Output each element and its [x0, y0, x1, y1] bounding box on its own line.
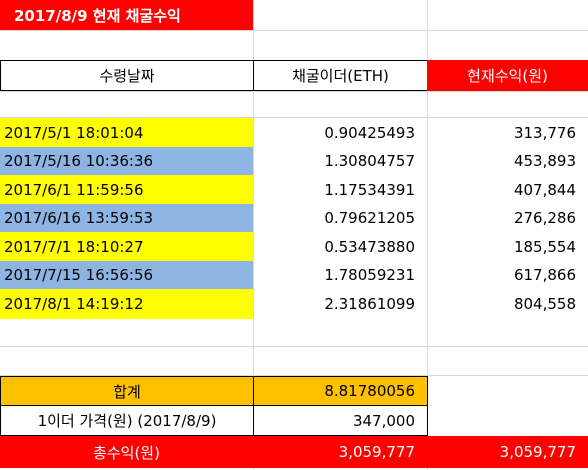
header-eth[interactable]: 채굴이더(ETH) — [253, 60, 428, 91]
row-date[interactable]: 2017/6/1 11:59:56 — [0, 175, 253, 204]
row-date[interactable]: 2017/6/16 13:59:53 — [0, 204, 253, 232]
row-krw[interactable]: 453,893 — [513, 152, 576, 170]
row-date[interactable]: 2017/5/16 10:36:36 — [0, 147, 253, 175]
row-krw[interactable]: 276,286 — [513, 209, 576, 227]
sheet-title[interactable]: 2017/8/9 현재 채굴수익 — [0, 0, 253, 30]
header-krw[interactable]: 현재수익(원) — [427, 60, 588, 91]
price-value[interactable]: 347,000 — [253, 405, 428, 436]
total-value[interactable]: 3,059,777 — [253, 436, 427, 468]
row-eth[interactable]: 1.78059231 — [324, 266, 415, 284]
row-eth[interactable]: 1.30804757 — [324, 152, 415, 170]
row-eth[interactable]: 0.79621205 — [324, 209, 415, 227]
grid-line — [0, 117, 588, 118]
grid-line — [0, 375, 588, 376]
grid-line — [0, 30, 588, 31]
row-eth[interactable]: 1.17534391 — [324, 180, 415, 199]
row-krw[interactable]: 407,844 — [513, 180, 576, 199]
grid-line — [253, 0, 254, 470]
row-eth[interactable]: 0.53473880 — [324, 237, 415, 256]
sum-label[interactable]: 합계 — [0, 376, 254, 406]
row-krw[interactable]: 185,554 — [513, 237, 576, 256]
total-value-krw[interactable]: 3,059,777 — [427, 436, 588, 468]
row-date[interactable]: 2017/8/1 14:19:12 — [0, 289, 253, 319]
sum-value[interactable]: 8.81780056 — [253, 376, 428, 406]
row-eth[interactable]: 2.31861099 — [324, 295, 415, 313]
row-date[interactable]: 2017/5/1 18:01:04 — [0, 118, 253, 147]
row-krw[interactable]: 804,558 — [513, 295, 576, 313]
row-date[interactable]: 2017/7/15 16:56:56 — [0, 261, 253, 289]
row-eth[interactable]: 0.90425493 — [324, 123, 415, 142]
price-label[interactable]: 1이더 가격(원) (2017/8/9) — [0, 405, 254, 436]
row-krw[interactable]: 617,866 — [513, 266, 576, 284]
grid-line — [0, 346, 588, 347]
total-label[interactable]: 총수익(원) — [0, 436, 253, 468]
grid-line — [427, 0, 428, 470]
row-krw[interactable]: 313,776 — [513, 123, 576, 142]
grid-line — [0, 91, 588, 92]
header-date[interactable]: 수령날짜 — [0, 60, 254, 91]
row-date[interactable]: 2017/7/1 18:10:27 — [0, 232, 253, 261]
